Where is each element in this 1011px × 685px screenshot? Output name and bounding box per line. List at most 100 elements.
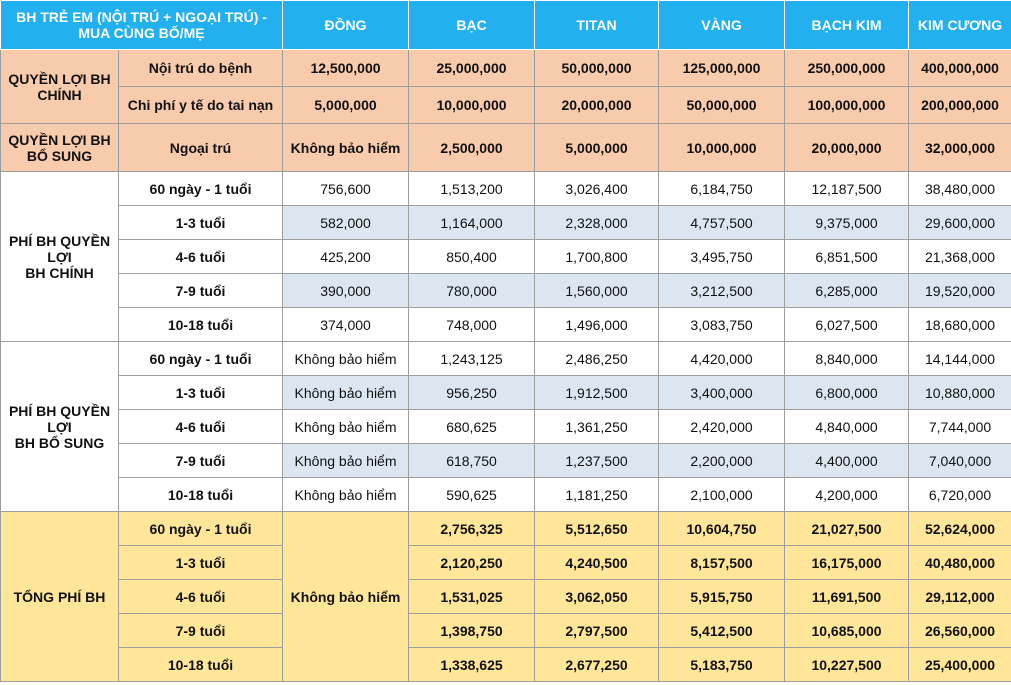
value-cell: 50,000,000 bbox=[658, 86, 786, 124]
value-cell: 2,420,000 bbox=[658, 409, 786, 444]
row-label: 4-6 tuổi bbox=[117, 409, 284, 444]
value-cell: 10,000,000 bbox=[408, 86, 536, 124]
value-cell: 2,100,000 bbox=[658, 477, 786, 512]
row: 7-9 tuổi 390,000 780,000 1,560,000 3,212,500… bbox=[1, 273, 1011, 308]
value-cell: 2,756,325 bbox=[408, 511, 536, 546]
value-cell: Không bảo hiểm bbox=[282, 341, 410, 376]
value-cell: 1,164,000 bbox=[408, 205, 536, 240]
plan-header: BẠC bbox=[408, 0, 536, 50]
value-cell: 756,600 bbox=[282, 171, 410, 206]
value-cell: 100,000,000 bbox=[784, 86, 910, 124]
value-cell: 2,486,250 bbox=[534, 341, 660, 376]
value-cell: 780,000 bbox=[408, 273, 536, 308]
plan-header: TITAN bbox=[534, 0, 660, 50]
value-cell: 26,560,000 bbox=[908, 613, 1011, 648]
row: TỔNG PHÍ BH 60 ngày - 1 tuổi Không bảo hiể… bbox=[0, 511, 1011, 682]
value-cell: Không bảo hiểm bbox=[282, 409, 410, 444]
value-cell: 3,083,750 bbox=[658, 307, 786, 342]
section: PHÍ BH QUYỀN LỢI BH BỔ SUNG 60 ngày - 1 t… bbox=[0, 341, 1011, 512]
value-cell: 1,181,250 bbox=[534, 477, 660, 512]
value-cell: 14,144,000 bbox=[908, 341, 1011, 376]
value-cell: 2,500,000 bbox=[408, 123, 536, 172]
value-cell: 6,800,000 bbox=[784, 375, 910, 410]
row-label: 7-9 tuổi bbox=[117, 443, 284, 478]
row-label: 10-18 tuổi bbox=[117, 307, 284, 342]
row: 4-6 tuổi 425,200 850,400 1,700,800 3,495,750… bbox=[1, 239, 1011, 274]
value-cell: 38,480,000 bbox=[908, 171, 1011, 206]
value-cell: 2,797,500 bbox=[534, 613, 660, 648]
value-cell: 3,212,500 bbox=[658, 273, 786, 308]
value-cell: 10,604,750 bbox=[658, 511, 786, 546]
value-cell: 6,851,500 bbox=[784, 239, 910, 274]
value-cell: 1,513,200 bbox=[408, 171, 536, 206]
value-cell: 50,000,000 bbox=[534, 49, 660, 87]
group-label: PHÍ BH QUYỀN LỢI BH CHÍNH bbox=[0, 171, 119, 342]
plan-header: KIM CƯƠNG bbox=[908, 0, 1011, 50]
row-label: 60 ngày - 1 tuổi bbox=[117, 341, 284, 376]
row: 10-18 tuổi 1,338,625 2,677,250 5,183,750 10,… bbox=[1, 647, 1011, 682]
value-cell: 1,700,800 bbox=[534, 239, 660, 274]
row-label: 1-3 tuổi bbox=[117, 545, 284, 580]
group-label: PHÍ BH QUYỀN LỢI BH BỔ SUNG bbox=[0, 341, 119, 512]
value-cell: 4,240,500 bbox=[534, 545, 660, 580]
value-cell: Không bảo hiểm bbox=[282, 375, 410, 410]
value-cell: 19,520,000 bbox=[908, 273, 1011, 308]
row: 1-3 tuổi Không bảo hiểm 956,250 1,912,500 3,… bbox=[1, 375, 1011, 410]
value-cell: 10,880,000 bbox=[908, 375, 1011, 410]
value-cell: 4,200,000 bbox=[784, 477, 910, 512]
value-cell: 52,624,000 bbox=[908, 511, 1011, 546]
row: PHÍ BH QUYỀN LỢI BH BỔ SUNG 60 ngày - 1 t… bbox=[0, 341, 1011, 512]
value-cell: 1,912,500 bbox=[534, 375, 660, 410]
section: QUYỀN LỢI BH BỔ SUNG Ngoại trú Không bảo h… bbox=[0, 123, 1011, 172]
row-label: 60 ngày - 1 tuổi bbox=[117, 171, 284, 206]
value-cell: 7,744,000 bbox=[908, 409, 1011, 444]
row: 10-18 tuổi Không bảo hiểm 590,625 1,181,250… bbox=[1, 477, 1011, 512]
row-label: 4-6 tuổi bbox=[117, 239, 284, 274]
value-cell: 25,000,000 bbox=[408, 49, 536, 87]
value-cell: 9,375,000 bbox=[784, 205, 910, 240]
row: 1-3 tuổi 582,000 1,164,000 2,328,000 4,757,5… bbox=[1, 205, 1011, 240]
row: 4-6 tuổi 1,531,025 3,062,050 5,915,750 11,69… bbox=[1, 579, 1011, 614]
row-label: 7-9 tuổi bbox=[117, 613, 284, 648]
value-cell: 4,420,000 bbox=[658, 341, 786, 376]
value-cell: 6,027,500 bbox=[784, 307, 910, 342]
value-cell: 5,000,000 bbox=[282, 86, 410, 124]
value-cell: 5,915,750 bbox=[658, 579, 786, 614]
value-cell: 6,720,000 bbox=[908, 477, 1011, 512]
value-cell: 5,183,750 bbox=[658, 647, 786, 682]
group-label: QUYỀN LỢI BH CHÍNH bbox=[0, 49, 119, 124]
value-cell: 21,368,000 bbox=[908, 239, 1011, 274]
value-cell: 1,338,625 bbox=[408, 647, 536, 682]
plan-header: BẠCH KIM bbox=[784, 0, 910, 50]
value-cell: 400,000,000 bbox=[908, 49, 1011, 87]
section: TỔNG PHÍ BH 60 ngày - 1 tuổi Không bảo hiể… bbox=[0, 511, 1011, 682]
value-cell: 1,361,250 bbox=[534, 409, 660, 444]
value-cell: 4,840,000 bbox=[784, 409, 910, 444]
value-cell: 1,237,500 bbox=[534, 443, 660, 478]
value-cell: 618,750 bbox=[408, 443, 536, 478]
row-label: 10-18 tuổi bbox=[117, 477, 284, 512]
row-label: Ngoại trú bbox=[117, 123, 284, 172]
value-cell: 4,757,500 bbox=[658, 205, 786, 240]
value-cell: 125,000,000 bbox=[658, 49, 786, 87]
value-cell: 40,480,000 bbox=[908, 545, 1011, 580]
value-cell: 29,600,000 bbox=[908, 205, 1011, 240]
value-cell: 1,496,000 bbox=[534, 307, 660, 342]
value-cell: 1,531,025 bbox=[408, 579, 536, 614]
value-cell: 25,400,000 bbox=[908, 647, 1011, 682]
value-cell: 12,187,500 bbox=[784, 171, 910, 206]
value-cell: 6,184,750 bbox=[658, 171, 786, 206]
value-cell: 590,625 bbox=[408, 477, 536, 512]
value-cell: 1,398,750 bbox=[408, 613, 536, 648]
row: 4-6 tuổi Không bảo hiểm 680,625 1,361,250 2,… bbox=[1, 409, 1011, 444]
row: QUYỀN LỢI BH CHÍNH Nội trú do bệnh 12,500,… bbox=[0, 49, 1011, 124]
header-row: BH TRẺ EM (NỘI TRÚ + NGOẠI TRÚ) - MUA CÙ… bbox=[0, 0, 1011, 50]
value-cell: Không bảo hiểm bbox=[282, 477, 410, 512]
value-cell: 390,000 bbox=[282, 273, 410, 308]
section: QUYỀN LỢI BH CHÍNH Nội trú do bệnh 12,500,… bbox=[0, 49, 1011, 124]
row: 7-9 tuổi Không bảo hiểm 618,750 1,237,500 2,… bbox=[1, 443, 1011, 478]
row-label: 1-3 tuổi bbox=[117, 375, 284, 410]
value-cell: 20,000,000 bbox=[784, 123, 910, 172]
value-cell: Không bảo hiểm bbox=[282, 123, 410, 172]
